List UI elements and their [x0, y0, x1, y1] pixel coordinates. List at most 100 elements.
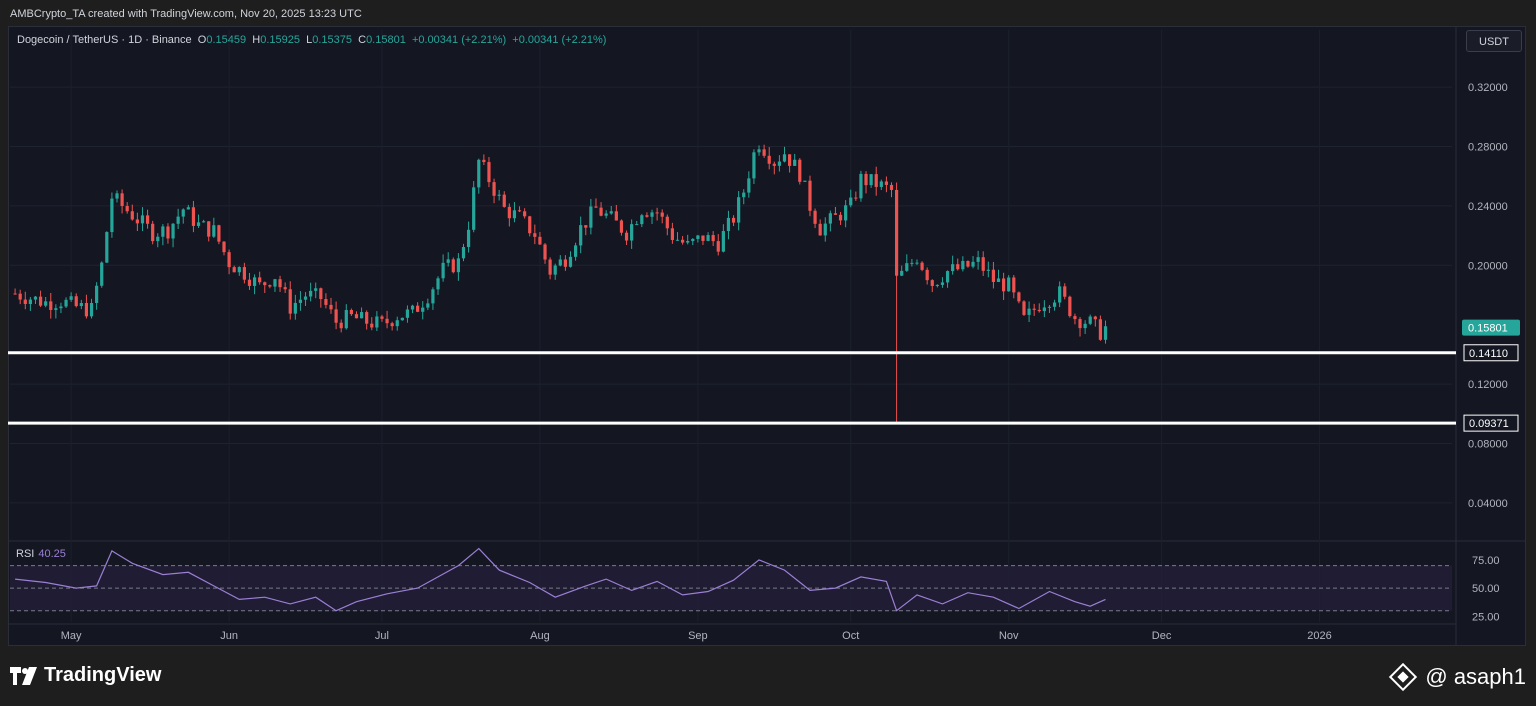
candle-body[interactable] — [864, 173, 868, 186]
candle-body[interactable] — [268, 285, 272, 287]
candle-body[interactable] — [1058, 286, 1062, 303]
candle-body[interactable] — [573, 245, 578, 257]
candle-body[interactable] — [1007, 277, 1011, 292]
candle-body[interactable] — [385, 318, 389, 324]
candle-body[interactable] — [288, 289, 292, 314]
candle-body[interactable] — [589, 206, 593, 228]
candle-body[interactable] — [533, 233, 537, 237]
currency-button[interactable]: USDT — [1466, 30, 1522, 52]
candle-body[interactable] — [461, 247, 466, 259]
candle-body[interactable] — [838, 214, 843, 221]
candle-body[interactable] — [1017, 292, 1021, 302]
candle-body[interactable] — [726, 217, 731, 232]
candle-body[interactable] — [344, 310, 348, 329]
candle-body[interactable] — [44, 301, 48, 306]
candle-body[interactable] — [971, 261, 975, 267]
candle-body[interactable] — [84, 303, 89, 317]
candle-body[interactable] — [466, 229, 471, 248]
candle-body[interactable] — [171, 223, 175, 239]
candle-body[interactable] — [482, 159, 486, 163]
candle-body[interactable] — [859, 173, 863, 199]
candle-body[interactable] — [191, 207, 196, 226]
candle-body[interactable] — [614, 211, 618, 221]
candle-body[interactable] — [1083, 323, 1087, 329]
candle-body[interactable] — [120, 193, 124, 206]
candle-body[interactable] — [548, 259, 552, 275]
candle-body[interactable] — [716, 241, 720, 252]
candle-body[interactable] — [604, 213, 608, 216]
candle-body[interactable] — [156, 236, 160, 242]
candle-body[interactable] — [701, 235, 705, 241]
candle-body[interactable] — [95, 285, 99, 304]
candle-body[interactable] — [370, 323, 374, 328]
candle-body[interactable] — [166, 226, 170, 239]
candle-body[interactable] — [441, 262, 445, 279]
candle-body[interactable] — [487, 162, 491, 183]
candle-body[interactable] — [813, 210, 817, 224]
candle-body[interactable] — [665, 216, 669, 229]
candle-body[interactable] — [263, 282, 267, 286]
candle-body[interactable] — [793, 159, 797, 166]
candle-body[interactable] — [222, 241, 226, 253]
candle-body[interactable] — [59, 306, 63, 309]
candle-body[interactable] — [920, 262, 924, 270]
candle-body[interactable] — [961, 260, 965, 270]
candle-body[interactable] — [456, 258, 460, 273]
candle-body[interactable] — [135, 219, 139, 224]
candle-body[interactable] — [497, 194, 501, 196]
candle-body[interactable] — [1068, 296, 1072, 317]
candle-body[interactable] — [538, 236, 542, 245]
candle-body[interactable] — [451, 259, 455, 273]
candle-body[interactable] — [630, 224, 634, 241]
candle-body[interactable] — [1073, 316, 1077, 320]
candle-body[interactable] — [910, 262, 914, 264]
candle-body[interactable] — [711, 235, 715, 242]
candle-body[interactable] — [889, 184, 894, 190]
candle-body[interactable] — [151, 223, 155, 242]
candle-body[interactable] — [512, 210, 517, 219]
candle-body[interactable] — [609, 211, 613, 214]
candle-body[interactable] — [854, 197, 858, 199]
candle-body[interactable] — [227, 252, 231, 268]
candle-body[interactable] — [1078, 319, 1082, 329]
candle-body[interactable] — [986, 269, 990, 271]
candle-body[interactable] — [981, 257, 985, 271]
candle-body[interactable] — [517, 210, 522, 212]
candle-body[interactable] — [1098, 319, 1103, 340]
candle-body[interactable] — [747, 178, 751, 193]
candle-body[interactable] — [808, 180, 812, 211]
candle-body[interactable] — [247, 279, 252, 286]
candle-body[interactable] — [232, 267, 236, 273]
candle-body[interactable] — [426, 303, 430, 308]
candle-body[interactable] — [691, 238, 695, 242]
candle-body[interactable] — [680, 239, 685, 243]
candle-body[interactable] — [996, 278, 1001, 282]
candle-body[interactable] — [207, 221, 211, 237]
candle-body[interactable] — [252, 277, 257, 286]
candle-body[interactable] — [1002, 278, 1006, 292]
candle-body[interactable] — [477, 159, 481, 188]
candle-body[interactable] — [33, 296, 38, 300]
candle-body[interactable] — [212, 225, 216, 237]
candle-body[interactable] — [258, 277, 262, 283]
candle-body[interactable] — [273, 279, 277, 287]
candle-body[interactable] — [1052, 302, 1057, 307]
candle-body[interactable] — [242, 267, 246, 280]
candle-body[interactable] — [869, 174, 873, 186]
candle-body[interactable] — [905, 263, 909, 271]
candle-body[interactable] — [293, 302, 297, 314]
candle-body[interactable] — [772, 163, 776, 166]
candle-body[interactable] — [1063, 286, 1067, 297]
candle-body[interactable] — [390, 323, 394, 327]
candle-body[interactable] — [874, 174, 878, 187]
candle-body[interactable] — [553, 265, 557, 275]
candle-body[interactable] — [436, 278, 440, 290]
candle-body[interactable] — [706, 235, 710, 241]
candle-body[interactable] — [803, 180, 807, 182]
candle-body[interactable] — [833, 213, 838, 215]
candle-body[interactable] — [410, 305, 415, 310]
candle-body[interactable] — [951, 264, 955, 272]
candle-body[interactable] — [787, 154, 792, 166]
candle-body[interactable] — [675, 239, 680, 241]
candle-body[interactable] — [421, 307, 425, 312]
